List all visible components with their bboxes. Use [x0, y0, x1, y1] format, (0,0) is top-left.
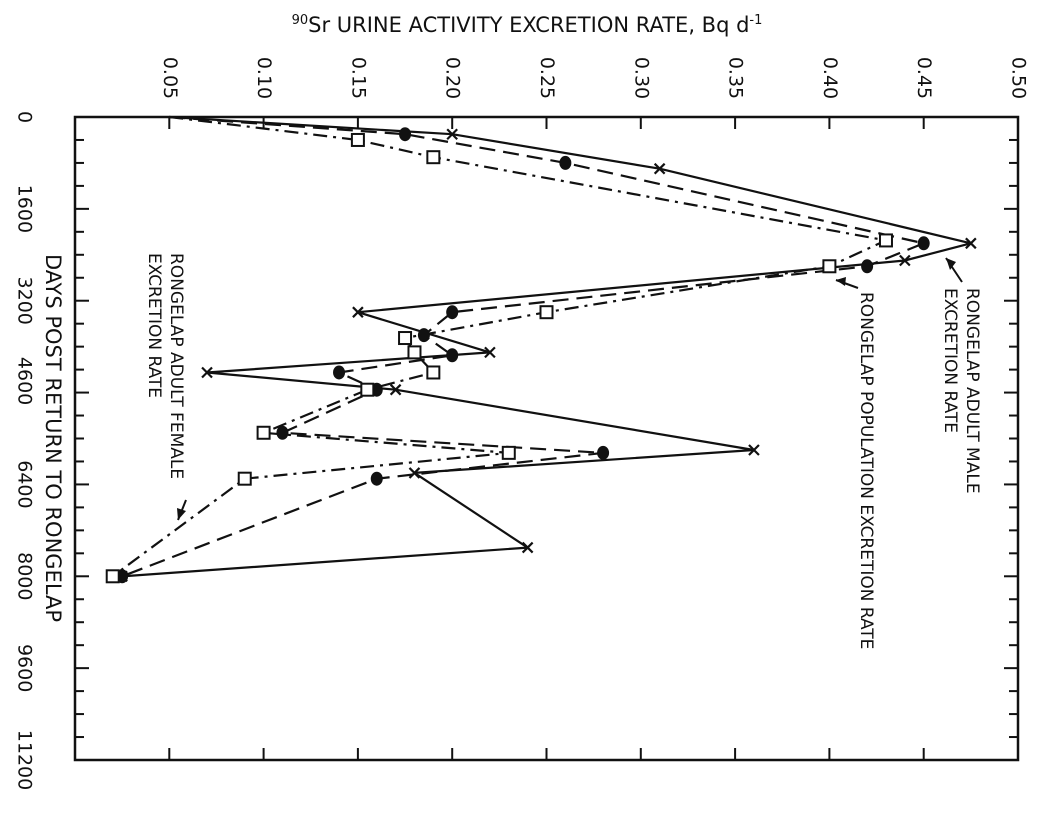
data-point-square	[426, 365, 441, 380]
x-tick-label: 4600	[14, 357, 36, 405]
y-tick-label: 0.15	[347, 57, 369, 99]
data-point-x	[446, 128, 458, 141]
annotation-label: RONGELAP ADULT MALE	[962, 288, 982, 494]
data-point-circle	[597, 445, 610, 460]
y-tick-label: 0.25	[536, 57, 558, 99]
y-tick-label: 0.50	[1008, 57, 1030, 99]
annotation-arrow	[177, 508, 186, 520]
y-tick-label: 0.40	[819, 57, 841, 99]
y-tick-label: 0.35	[725, 57, 747, 99]
data-point-square	[407, 345, 422, 360]
data-point-circle	[446, 305, 459, 320]
data-point-x	[408, 467, 421, 479]
x-tick-label: 11200	[14, 730, 36, 790]
x-tick-label: 1600	[14, 185, 36, 233]
annotation-arrow	[836, 277, 846, 286]
data-point-square	[426, 150, 441, 165]
tick-labels: 0.05 0.10 0.15 0.20 0.25 0.30 0.35 0.40 0.45 0.50…	[14, 57, 1030, 790]
axis-ticks	[75, 117, 1019, 760]
data-point-square	[501, 445, 516, 460]
data-point-x	[748, 444, 760, 456]
data-point-circle	[446, 348, 459, 363]
data-point-circle	[333, 365, 346, 380]
series-line	[112, 115, 888, 578]
x-tick-label: 6400	[14, 460, 36, 508]
y-tick-label: 0.10	[253, 57, 275, 99]
data-point-square	[237, 471, 252, 486]
data-point-square	[360, 382, 375, 397]
data-point-square	[822, 259, 837, 274]
series-markers	[105, 127, 977, 584]
data-point-x	[899, 254, 911, 267]
data-point-square	[256, 425, 271, 440]
annotation-label: EXCRETION RATE	[940, 288, 960, 433]
y-tick-label: 0.20	[442, 57, 464, 99]
y-tick-label: 0.45	[913, 57, 935, 99]
data-point-circle	[917, 236, 930, 251]
data-point-x	[352, 306, 364, 318]
x-axis-title: DAYS POST RETURN TO RONGELAP	[41, 254, 65, 622]
data-point-circle	[399, 127, 412, 142]
series-line	[122, 115, 972, 578]
y-axis-title: 90Sr URINE ACTIVITY EXCRETION RATE, Bq d…	[292, 13, 763, 37]
x-tick-label: 0	[14, 111, 36, 123]
data-point-x	[201, 366, 213, 379]
data-point-square	[539, 305, 554, 320]
data-point-x	[389, 383, 402, 396]
x-tick-label: 3200	[14, 277, 36, 325]
annotation-label: EXCRETION RATE	[144, 253, 164, 398]
y-tick-label: 0.30	[630, 57, 652, 99]
data-point-circle	[370, 471, 383, 486]
y-tick-label: 0.05	[159, 57, 181, 99]
data-point-x	[521, 541, 534, 554]
axis-titles: 90Sr URINE ACTIVITY EXCRETION RATE, Bq d…	[41, 13, 762, 622]
series-lines	[112, 115, 972, 578]
data-point-circle	[417, 328, 430, 343]
data-point-x	[653, 162, 666, 175]
series-line	[121, 115, 925, 578]
annotation-arrow	[946, 258, 956, 270]
x-tick-label: 8000	[14, 552, 36, 600]
data-point-square	[105, 569, 120, 584]
data-point-circle	[861, 259, 874, 274]
annotation-label: RONGELAP ADULT FEMALE	[166, 253, 186, 479]
data-point-x	[484, 346, 496, 359]
x-tick-label: 9600	[14, 644, 36, 692]
data-point-square	[398, 331, 413, 346]
data-point-square	[878, 233, 893, 248]
data-point-circle	[559, 155, 572, 170]
data-point-square	[350, 132, 365, 147]
data-point-x	[965, 237, 977, 250]
data-point-circle	[276, 425, 289, 440]
annotation-label: RONGELAP POPULATION EXCRETION RATE	[856, 292, 876, 649]
